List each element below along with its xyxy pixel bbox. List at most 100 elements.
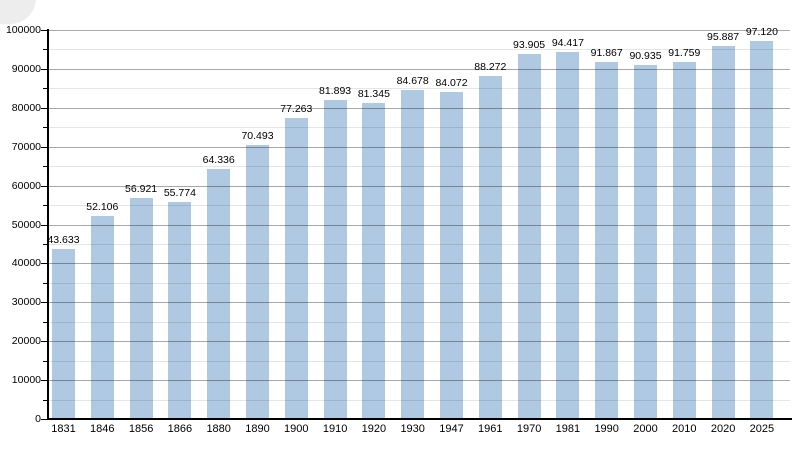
x-axis-label: 2010 [672, 423, 697, 435]
major-gridline [49, 341, 790, 343]
y-axis-label: 80000 [11, 101, 41, 114]
x-axis-label: 1930 [400, 423, 425, 435]
bar [750, 41, 774, 419]
bar-value-label: 77.263 [280, 103, 313, 116]
bar-value-label: 84.072 [435, 76, 468, 89]
minor-gridline [49, 321, 790, 323]
minor-gridline [49, 360, 790, 362]
minor-gridline [49, 166, 790, 168]
y-axis-label: 70000 [11, 140, 41, 153]
major-y-tick [41, 224, 47, 226]
minor-y-tick [43, 321, 47, 323]
major-gridline [49, 224, 790, 226]
major-gridline [49, 185, 790, 187]
x-axis-label: 1990 [594, 423, 619, 435]
bar-value-label: 52.106 [86, 201, 119, 214]
minor-y-tick [43, 205, 47, 207]
y-axis-label: 10000 [11, 374, 41, 387]
major-y-tick [41, 341, 47, 343]
major-gridline [49, 68, 790, 70]
bar [672, 62, 696, 419]
x-axis-label: 1970 [516, 423, 542, 435]
bar [634, 65, 657, 419]
bar-value-label: 91.759 [668, 47, 701, 60]
minor-y-tick [43, 243, 47, 245]
major-y-tick [41, 107, 47, 109]
y-axis-label: 20000 [11, 335, 41, 348]
bar [362, 102, 386, 419]
bar-value-label: 43.633 [47, 234, 80, 247]
bar-value-label: 55.774 [163, 187, 196, 200]
x-axis-label: 1910 [322, 423, 348, 435]
x-axis-label: 1920 [361, 423, 387, 435]
y-axis-label: 100000 [5, 24, 41, 36]
bar [401, 89, 425, 419]
x-axis-label: 1947 [439, 423, 464, 435]
x-axis-label: 1846 [90, 423, 115, 435]
bar-value-label: 90.935 [629, 50, 662, 63]
major-gridline [49, 263, 790, 265]
bar-value-label: 81.345 [357, 87, 390, 100]
bar [478, 75, 502, 419]
corner-artifact [0, 0, 36, 24]
x-axis-label: 1831 [51, 423, 76, 435]
x-axis-label: 2000 [633, 423, 658, 435]
bar [556, 51, 580, 419]
bar-value-label: 91.867 [590, 46, 623, 59]
major-gridline [49, 380, 790, 382]
minor-y-tick [43, 399, 47, 401]
bar [90, 216, 114, 419]
major-y-tick [41, 419, 47, 420]
minor-y-tick [43, 127, 47, 129]
major-gridline [49, 30, 790, 31]
y-axis-label: 30000 [11, 296, 41, 309]
x-axis-label: 1856 [128, 423, 154, 435]
bar [323, 100, 347, 419]
y-axis-label: 60000 [11, 179, 41, 192]
bar-value-label: 56.921 [125, 182, 158, 195]
major-gridline [49, 107, 790, 109]
bar-value-label: 93.905 [513, 38, 546, 51]
x-axis-label: 2025 [749, 423, 775, 435]
major-y-tick [41, 263, 47, 265]
y-axis-label: 40000 [11, 257, 41, 270]
minor-y-tick [43, 49, 47, 51]
x-axis-label: 1981 [555, 423, 581, 435]
bar [168, 202, 192, 419]
minor-gridline [49, 88, 790, 90]
x-axis-label: 1880 [206, 423, 231, 435]
x-axis-label: 1890 [245, 423, 270, 435]
minor-gridline [49, 205, 790, 207]
minor-gridline [49, 399, 790, 401]
bar-value-label: 64.336 [202, 153, 235, 166]
bar [246, 144, 269, 419]
major-y-tick [41, 146, 47, 148]
major-y-tick [41, 302, 47, 304]
bar-value-label: 95.887 [707, 30, 740, 43]
y-axis-line [47, 29, 49, 420]
major-y-tick [41, 30, 47, 31]
minor-y-tick [43, 282, 47, 284]
x-axis-label: 1961 [478, 423, 503, 435]
major-y-tick [41, 185, 47, 187]
bar-value-label: 97.120 [745, 26, 778, 39]
minor-gridline [49, 49, 790, 51]
bar [129, 197, 153, 419]
x-axis-line [47, 418, 792, 420]
y-axis-label: 0 [35, 413, 41, 425]
bar-value-label: 94.417 [551, 36, 584, 49]
bar-value-label: 70.493 [241, 129, 274, 142]
y-axis-label: 90000 [11, 62, 41, 75]
bar [207, 168, 231, 419]
x-axis-label: 2020 [710, 423, 736, 435]
bar [440, 91, 463, 419]
minor-gridline [49, 243, 790, 245]
bar-value-label: 88.272 [474, 60, 507, 73]
bar-value-label: 84.678 [396, 74, 429, 87]
y-axis-label: 50000 [11, 218, 41, 231]
bar [52, 249, 75, 419]
major-gridline [49, 302, 790, 304]
x-axis-label: 1900 [284, 423, 309, 435]
minor-y-tick [43, 88, 47, 90]
